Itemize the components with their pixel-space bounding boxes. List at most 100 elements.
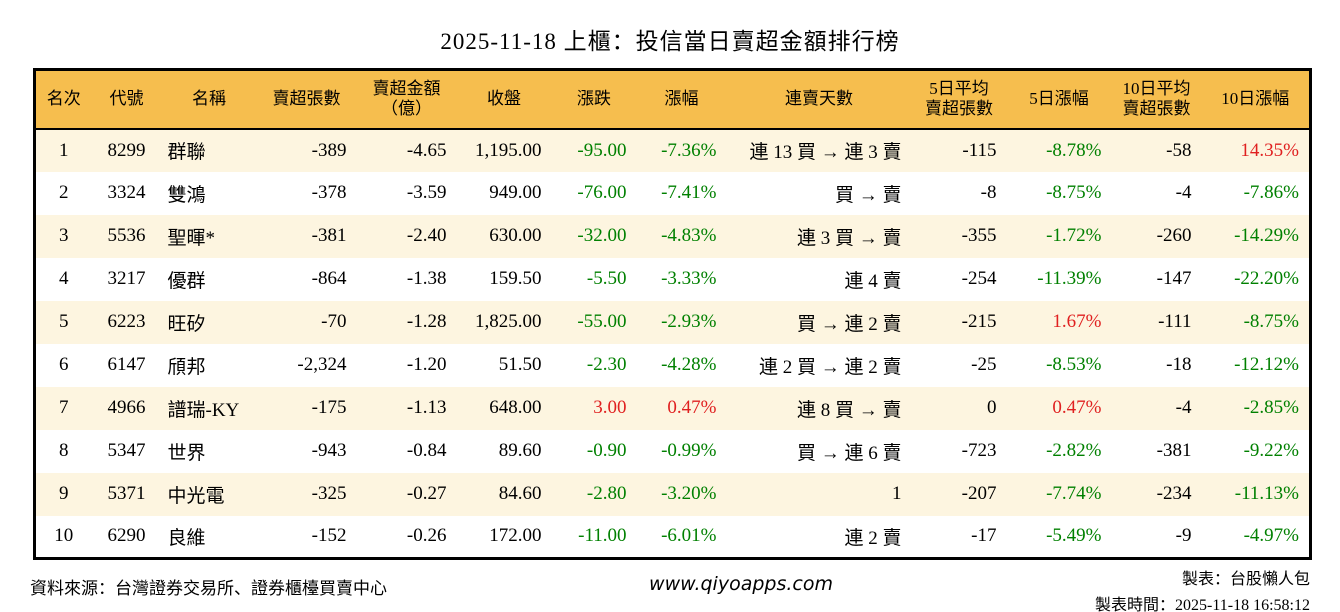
cell-rank: 2: [59, 182, 69, 203]
cell-amount: -4.65: [406, 139, 447, 161]
cell-code: 6223: [107, 311, 146, 332]
column-header-name: 名稱: [161, 69, 257, 130]
table-row: 3 5536 聖暉* -381 -2.40 630.00 -32.00 -4.83% 連 3 買…: [34, 214, 1311, 258]
cell-close: 648.00: [489, 397, 542, 418]
table-body: 1 8299 群聯 -389 -4.65 1,195.00 -95.00 -7.36% 連 13…: [34, 128, 1311, 559]
cell-amount: -0.27: [406, 483, 447, 504]
cell-pct: -7.36%: [661, 139, 717, 161]
cell-pct10: -2.85%: [1243, 397, 1299, 418]
cell-rank: 5: [59, 311, 69, 332]
column-header-change: 漲跌: [551, 69, 637, 130]
cell-shares: -70: [321, 311, 347, 332]
cell-streak: 1: [892, 483, 902, 504]
cell-code: 6290: [107, 525, 146, 547]
cell-avg5: -17: [971, 525, 997, 547]
cell-avg5: -207: [961, 483, 997, 504]
cell-shares: -864: [311, 268, 347, 289]
cell-close: 630.00: [489, 225, 542, 246]
cell-pct: -2.93%: [661, 311, 717, 332]
cell-code: 3217: [107, 268, 146, 289]
cell-close: 159.50: [489, 268, 542, 289]
cell-rank: 7: [59, 397, 69, 418]
cell-name: 優群: [167, 270, 206, 292]
cell-pct5: -8.53%: [1046, 354, 1102, 375]
column-header-avg5: 5日平均 賣超張數: [911, 69, 1007, 130]
cell-code: 3324: [107, 182, 146, 203]
cell-name: 聖暉*: [167, 227, 216, 249]
cell-amount: -0.26: [406, 525, 447, 547]
cell-pct10: -14.29%: [1234, 225, 1299, 246]
cell-pct: 0.47%: [667, 397, 717, 418]
cell-shares: -2,324: [297, 354, 347, 375]
credits-timestamp: 製表時間：2025-11-18 16:58:12: [1095, 596, 1310, 612]
page-title: 2025-11-18 上櫃：投信當日賣超金額排行榜: [440, 29, 900, 54]
cell-name: 世界: [167, 442, 206, 464]
cell-avg5: 0: [987, 397, 997, 418]
cell-avg5: -355: [961, 225, 997, 246]
table-row: 9 5371 中光電 -325 -0.27 84.60 -2.80 -3.20% 1 -207 -7…: [34, 472, 1311, 516]
cell-amount: -1.20: [406, 354, 447, 375]
table-row: 7 4966 譜瑞-KY -175 -1.13 648.00 3.00 0.47% 連 8 買 …: [34, 386, 1311, 430]
credits-author: 製表：台股懶人包: [1181, 571, 1310, 588]
cell-avg5: -723: [961, 440, 997, 461]
cell-rank: 4: [59, 268, 69, 289]
cell-pct10: -7.86%: [1243, 182, 1299, 203]
cell-pct5: -7.74%: [1046, 483, 1102, 504]
cell-name: 旺矽: [167, 313, 206, 335]
cell-pct10: 14.35%: [1240, 139, 1299, 161]
ranking-table: 名次 代號 名稱 賣超張數 賣超金額 （億） 收盤 漲跌 漲幅 連賣天數 5日平均 賣超張數 5日漲…: [33, 68, 1312, 560]
cell-pct5: 1.67%: [1052, 311, 1102, 332]
column-header-pct10: 10日漲幅: [1201, 69, 1311, 130]
cell-avg10: -4: [1175, 397, 1192, 418]
cell-amount: -2.40: [406, 225, 447, 246]
cell-shares: -325: [311, 483, 347, 504]
cell-streak: 連 13 買 → 連 3 賣: [749, 142, 902, 163]
cell-pct: -7.41%: [661, 182, 717, 203]
column-header-amount: 賣超金額 （億）: [356, 69, 457, 130]
cell-avg5: -115: [962, 139, 997, 161]
cell-avg5: -254: [961, 268, 997, 289]
cell-rank: 3: [59, 225, 69, 246]
cell-rank: 6: [59, 354, 69, 375]
cell-shares: -152: [311, 525, 347, 547]
cell-change: -32.00: [577, 225, 627, 246]
cell-change: 3.00: [593, 397, 627, 418]
cell-close: 172.00: [489, 525, 542, 547]
cell-pct10: -11.13%: [1234, 483, 1299, 504]
cell-avg10: -111: [1158, 311, 1192, 332]
cell-pct10: -9.22%: [1243, 440, 1299, 461]
cell-name: 雙鴻: [167, 184, 206, 206]
table-row: 8 5347 世界 -943 -0.84 89.60 -0.90 -0.99% 買 → 連 6 …: [34, 429, 1311, 473]
cell-rank: 10: [54, 525, 74, 547]
table-row: 6 6147 頎邦 -2,324 -1.20 51.50 -2.30 -4.28% 連 2 買 …: [34, 343, 1311, 387]
cell-shares: -378: [311, 182, 347, 203]
cell-streak: 買 → 連 2 賣: [796, 313, 902, 335]
cell-amount: -0.84: [406, 440, 447, 461]
cell-change: -11.00: [578, 525, 627, 547]
cell-avg5: -215: [961, 311, 997, 332]
cell-pct5: -8.78%: [1046, 139, 1102, 161]
table-row: 1 8299 群聯 -389 -4.65 1,195.00 -95.00 -7.36% 連 13…: [34, 128, 1311, 172]
cell-pct: -4.83%: [661, 225, 717, 246]
cell-streak: 買 → 連 6 賣: [796, 442, 902, 464]
cell-pct: -6.01%: [661, 525, 717, 547]
cell-close: 89.60: [498, 440, 542, 461]
cell-pct10: -22.20%: [1234, 268, 1299, 289]
cell-avg10: -4: [1175, 182, 1192, 203]
cell-avg5: -8: [980, 182, 997, 203]
column-header-close: 收盤: [456, 69, 552, 130]
column-header-streak: 連賣天數: [726, 69, 912, 130]
cell-shares: -389: [311, 139, 347, 161]
cell-close: 84.60: [498, 483, 542, 504]
cell-shares: -943: [311, 440, 347, 461]
cell-pct10: -8.75%: [1243, 311, 1299, 332]
cell-rank: 9: [59, 483, 69, 504]
cell-avg10: -260: [1156, 225, 1192, 246]
cell-pct: -3.20%: [661, 483, 717, 504]
column-header-avg10: 10日平均 賣超張數: [1111, 69, 1202, 130]
cell-change: -2.30: [586, 354, 627, 375]
cell-pct5: -2.82%: [1046, 440, 1102, 461]
cell-close: 949.00: [489, 182, 542, 203]
table-row: 10 6290 良維 -152 -0.26 172.00 -11.00 -6.01% 連 2 賣…: [34, 515, 1311, 559]
cell-avg5: -25: [971, 354, 997, 375]
